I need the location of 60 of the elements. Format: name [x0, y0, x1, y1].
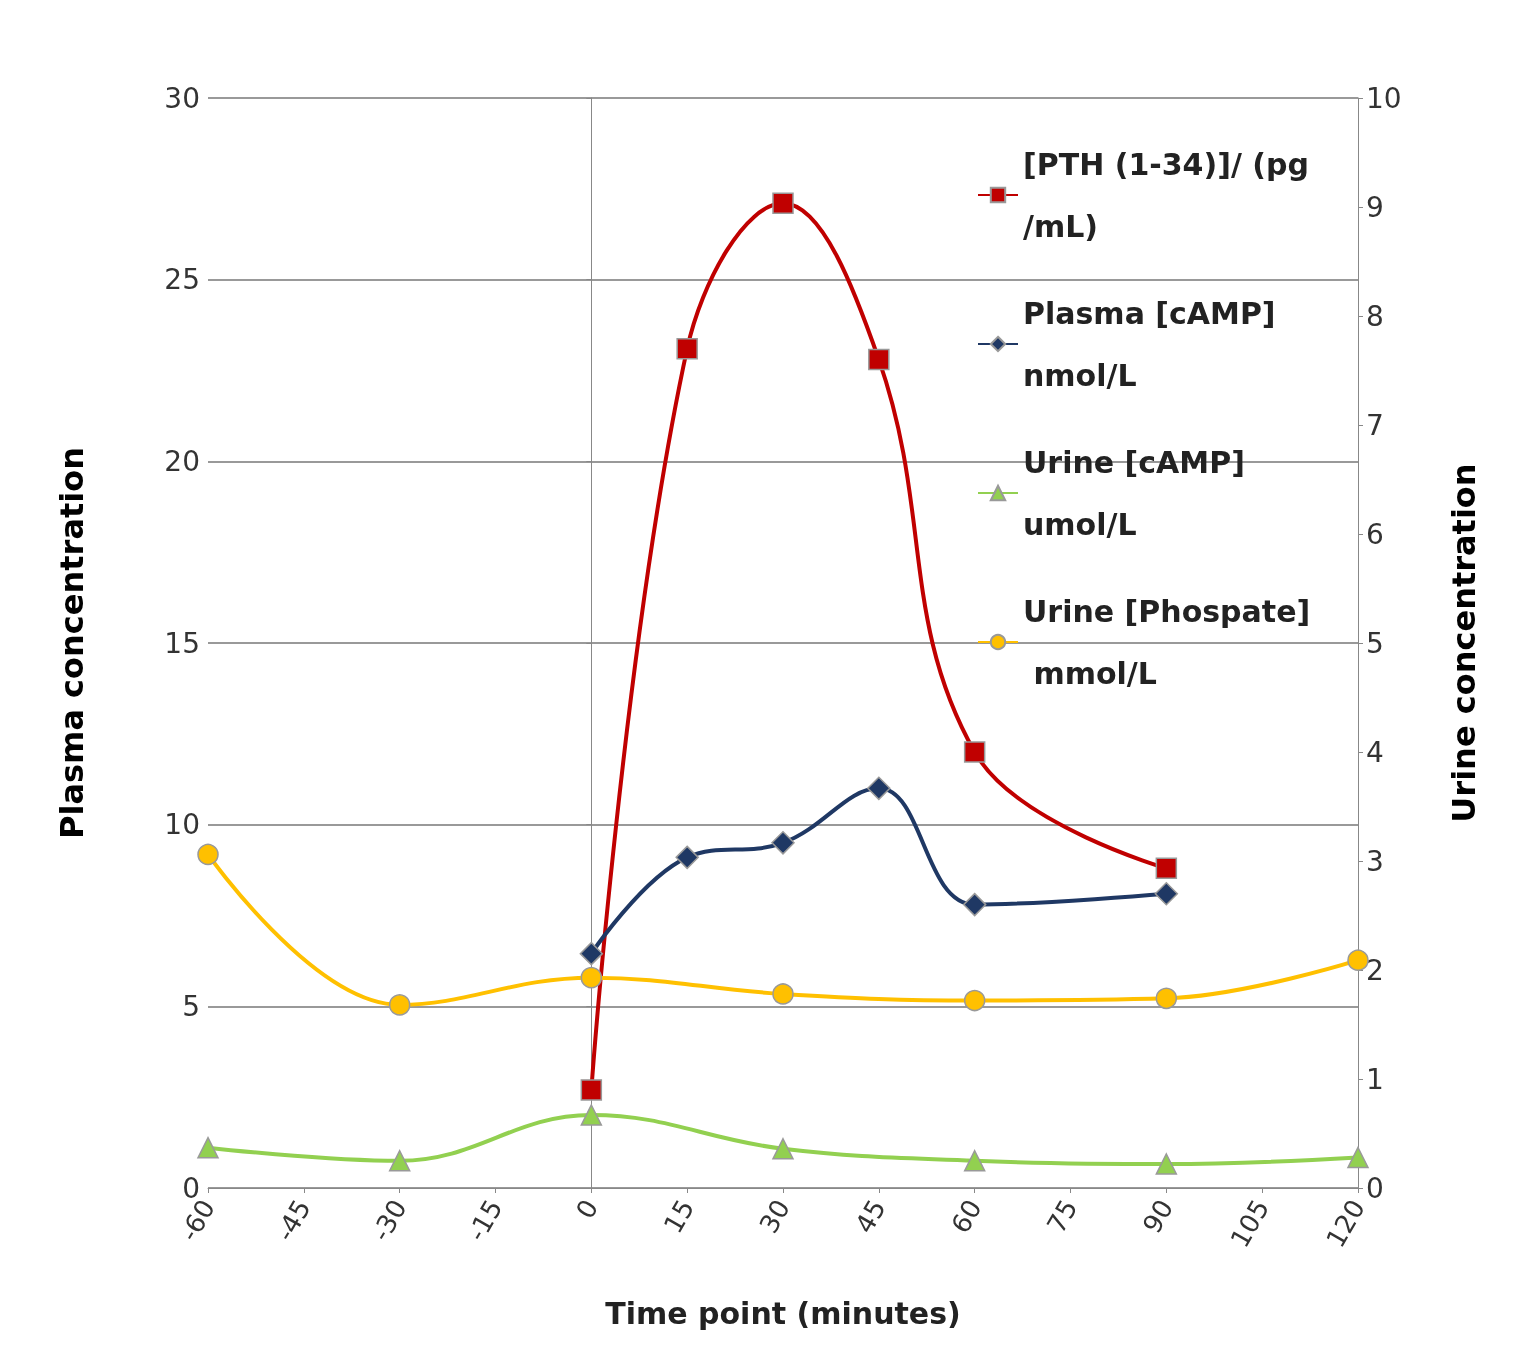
- point: [580, 1079, 603, 1101]
- y-tick-label: 5: [182, 989, 200, 1023]
- y2-tick-label: 10: [1366, 81, 1402, 115]
- point: [579, 941, 604, 966]
- point: [962, 892, 987, 917]
- point: [772, 1138, 794, 1160]
- x-tick-label: 30: [753, 1194, 796, 1239]
- point: [388, 994, 411, 1016]
- point: [867, 776, 891, 801]
- point: [1154, 881, 1179, 906]
- point: [963, 1150, 986, 1172]
- point: [197, 1136, 219, 1159]
- y2-tick-label: 5: [1366, 626, 1384, 660]
- legend-label: Plasma [cAMP] nmol/L: [1023, 295, 1287, 393]
- point: [675, 845, 699, 870]
- y2-tick-label: 7: [1366, 408, 1384, 442]
- y-tick-label: 15: [164, 626, 200, 660]
- legend-label: Urine [cAMP] umol/L: [1023, 444, 1256, 542]
- x-tick-label: 90: [1136, 1194, 1180, 1239]
- point: [1155, 1153, 1178, 1175]
- point: [868, 348, 890, 371]
- y-tick-label: 20: [164, 444, 200, 478]
- point: [676, 337, 698, 360]
- x-tick-label: 0: [570, 1194, 605, 1224]
- point: [580, 966, 603, 989]
- legend-label: Urine [Phospate] mmol/L: [1023, 593, 1311, 691]
- point: [1155, 987, 1178, 1010]
- x-tick-label: 15: [657, 1194, 701, 1239]
- y2-axis-title: Urine concentration: [1445, 463, 1483, 823]
- y2-tick-label: 4: [1366, 735, 1384, 769]
- y2-tick-label: 9: [1366, 190, 1384, 224]
- point: [963, 741, 986, 763]
- y2-tick-label: 1: [1366, 1062, 1384, 1096]
- y2-tick-label: 3: [1366, 844, 1384, 878]
- point: [771, 831, 795, 855]
- y-tick-label: 10: [164, 808, 200, 842]
- point: [1347, 1146, 1369, 1169]
- point: [1347, 949, 1369, 971]
- x-tick-label: -30: [365, 1194, 413, 1247]
- x-tick-label: -15: [461, 1194, 509, 1247]
- point: [580, 1104, 603, 1126]
- y2-tick-label: 0: [1366, 1171, 1384, 1205]
- x-tick-label: -45: [269, 1194, 317, 1247]
- point: [963, 989, 986, 1012]
- x-tick-label: 75: [1040, 1194, 1084, 1239]
- point: [772, 983, 794, 1005]
- point: [772, 192, 794, 215]
- x-tick-label: 60: [945, 1194, 988, 1239]
- x-axis-title: Time point (minutes): [605, 1295, 961, 1331]
- point: [1155, 857, 1178, 880]
- point: [388, 1150, 411, 1172]
- y2-tick-label: 2: [1366, 953, 1384, 987]
- y2-tick-label: 8: [1366, 299, 1384, 333]
- y-tick-label: 25: [164, 263, 200, 297]
- point: [197, 843, 219, 866]
- x-tick-label: 45: [849, 1194, 892, 1239]
- y-tick-label: 30: [164, 81, 200, 115]
- legend-label: [PTH (1-34)]/ (pg/mL): [1023, 146, 1309, 244]
- y2-tick-label: 6: [1366, 517, 1384, 551]
- y-axis-title: Plasma concentration: [53, 446, 91, 840]
